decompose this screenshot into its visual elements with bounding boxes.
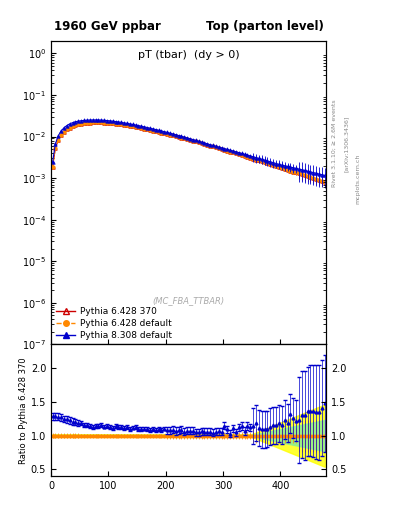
Text: 1960 GeV ppbar: 1960 GeV ppbar [54,20,161,33]
Text: Rivet 3.1.10; ≥ 2.6M events: Rivet 3.1.10; ≥ 2.6M events [332,99,337,187]
Y-axis label: Ratio to Pythia 6.428 370: Ratio to Pythia 6.428 370 [19,357,28,463]
Text: mcplots.cern.ch: mcplots.cern.ch [356,154,361,204]
Text: Top (parton level): Top (parton level) [206,20,323,33]
Text: pT (tbar)  (dy > 0): pT (tbar) (dy > 0) [138,50,239,60]
Legend: Pythia 6.428 370, Pythia 6.428 default, Pythia 8.308 default: Pythia 6.428 370, Pythia 6.428 default, … [55,307,172,340]
Text: (MC_FBA_TTBAR): (MC_FBA_TTBAR) [152,296,225,305]
Text: [arXiv:1306.3436]: [arXiv:1306.3436] [344,115,349,172]
